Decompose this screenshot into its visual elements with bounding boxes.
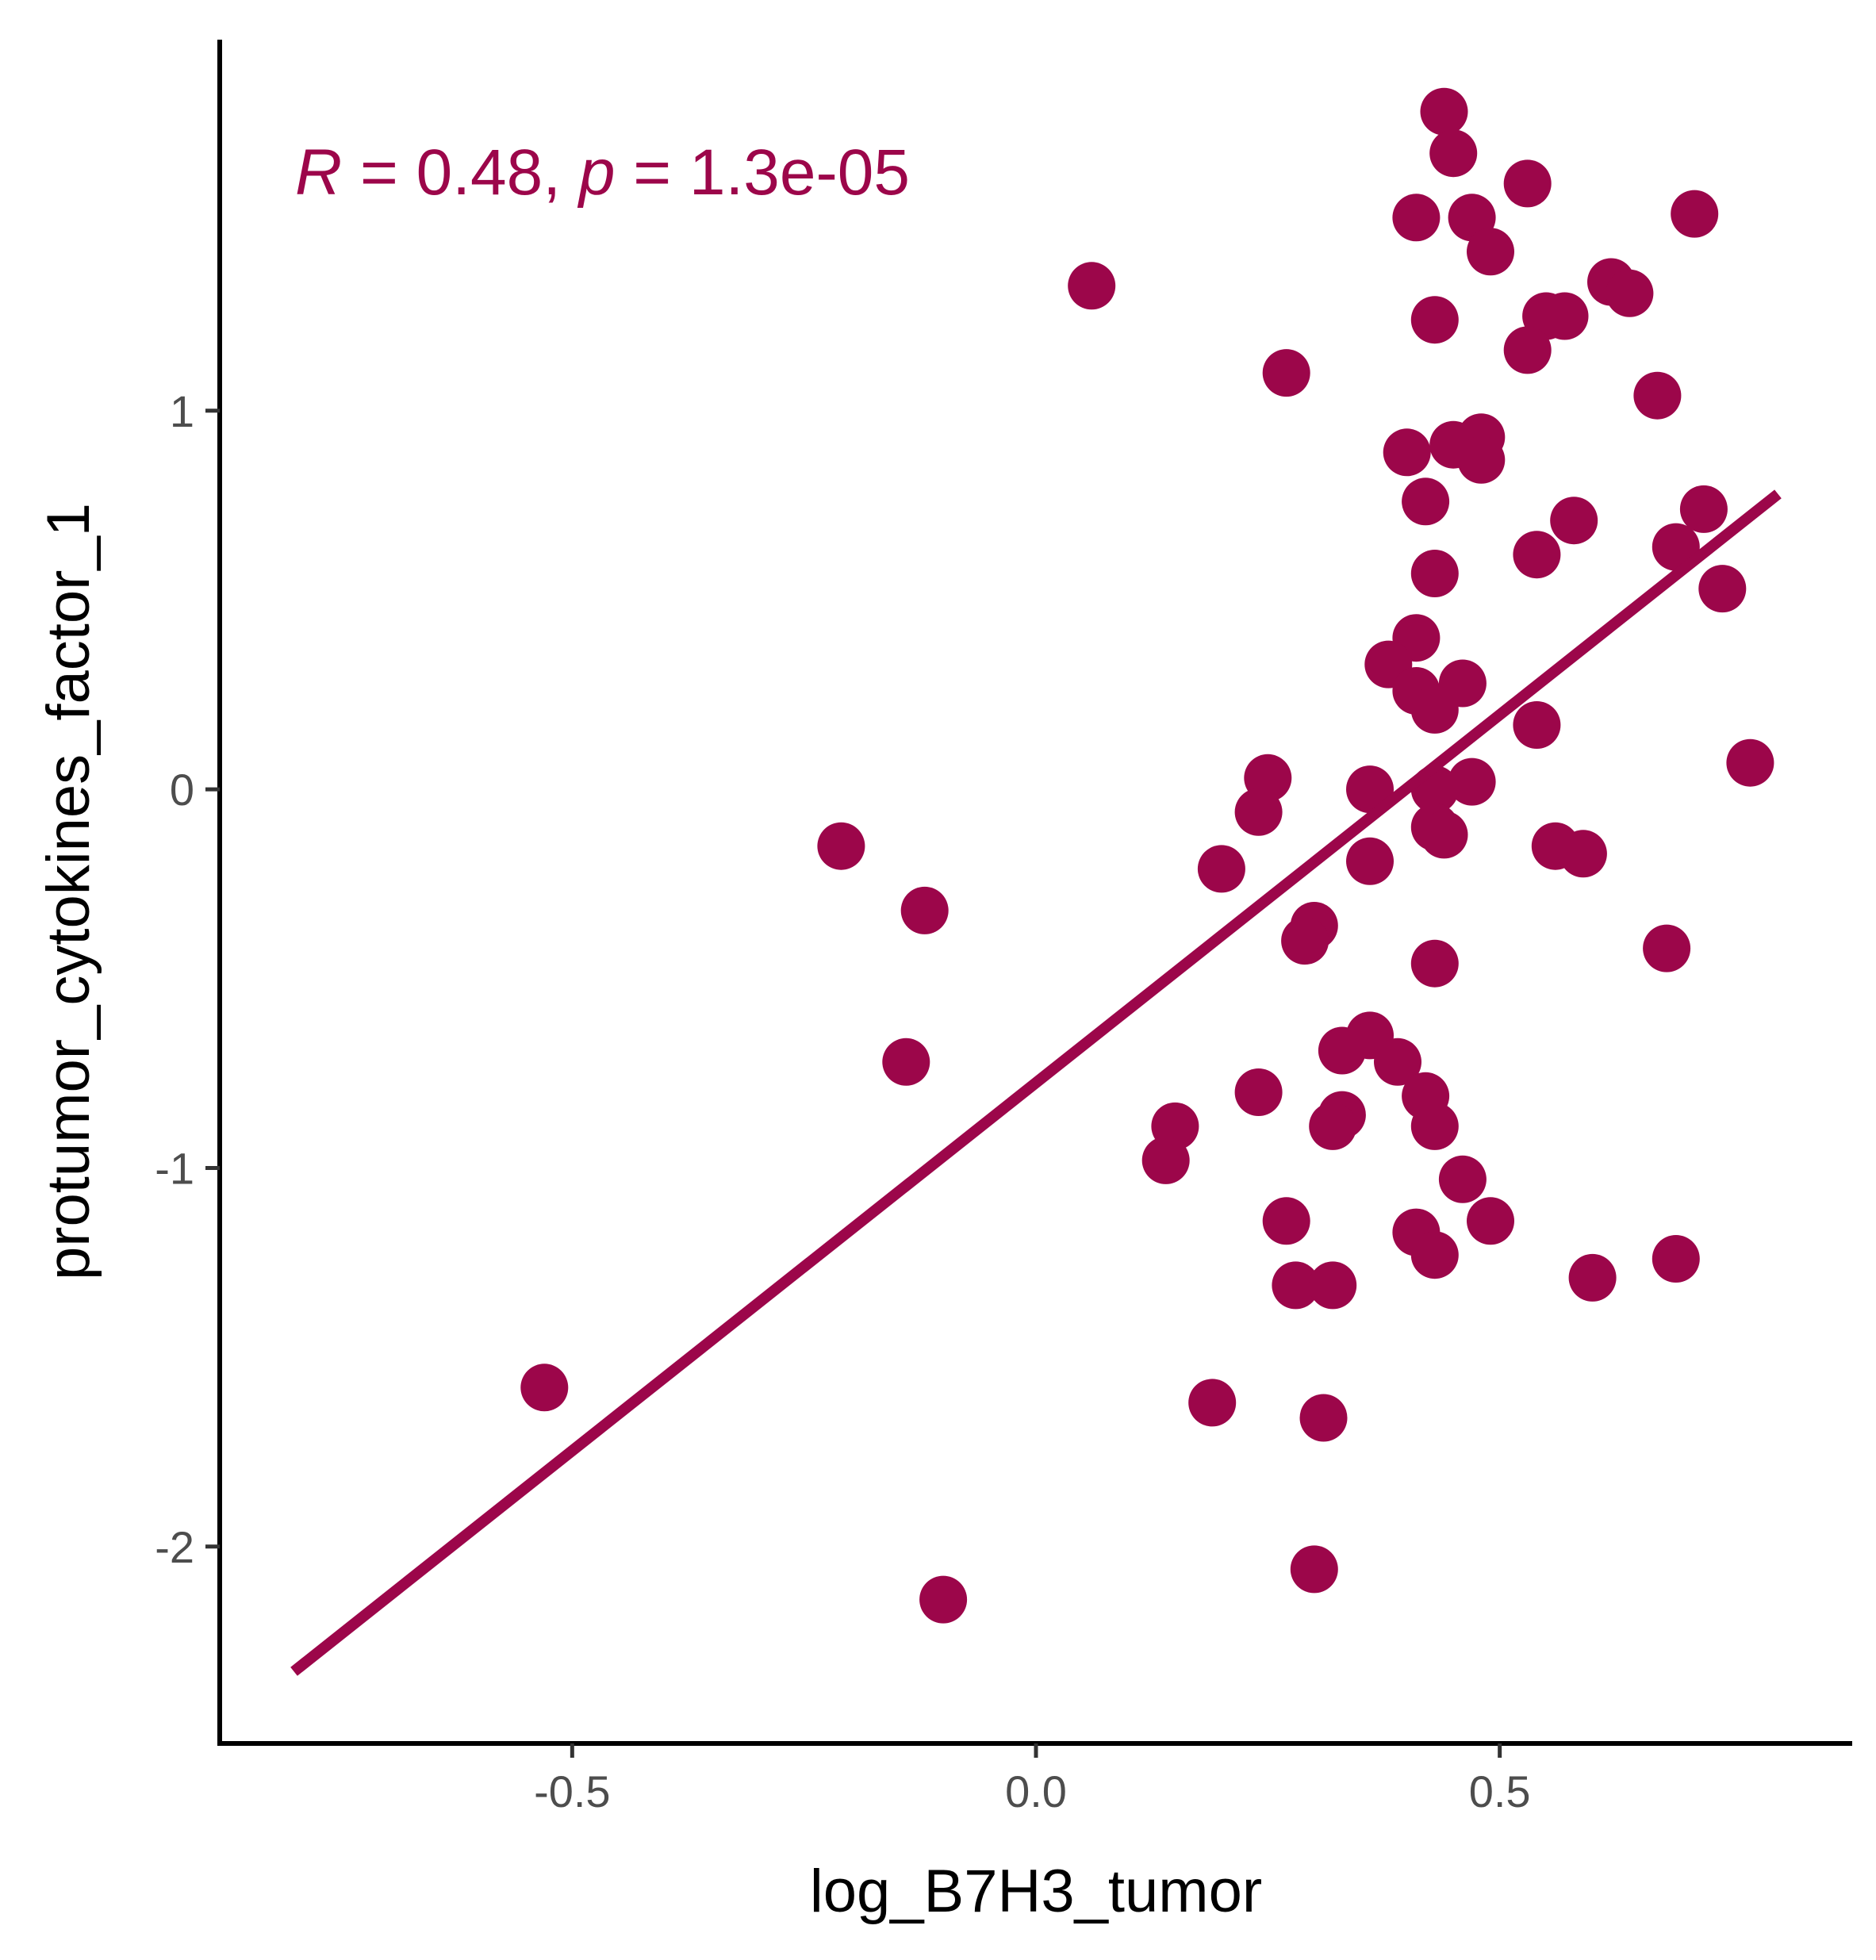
x-tick-label: 0.0 [1005, 1766, 1067, 1816]
data-point-59 [1309, 1102, 1357, 1150]
y-tick-label: -2 [155, 1522, 194, 1572]
data-point-6 [1671, 190, 1719, 238]
data-point-75 [1290, 1545, 1338, 1594]
y-tick-label: 1 [170, 386, 194, 436]
data-point-8 [1068, 262, 1116, 310]
data-point-2 [1429, 129, 1478, 178]
data-point-13 [1540, 292, 1589, 340]
y-tick-label: 0 [170, 765, 194, 815]
annotation-p-symbol: p [577, 136, 616, 209]
data-point-36 [1346, 765, 1394, 814]
data-point-76 [919, 1575, 968, 1624]
data-point-26 [1410, 550, 1459, 597]
data-point-21 [1402, 478, 1450, 526]
data-point-44 [1559, 830, 1607, 878]
x-axis-title: log_B7H3_tumor [810, 1858, 1262, 1925]
data-point-46 [1197, 845, 1245, 893]
data-point-27 [1698, 565, 1747, 613]
data-point-38 [1448, 758, 1496, 806]
correlation-annotation: R = 0.48, p = 1.3e-05 [295, 136, 910, 209]
data-point-49 [1281, 917, 1329, 965]
data-point-56 [1234, 1068, 1283, 1116]
data-point-71 [1568, 1253, 1617, 1302]
data-point-32 [1438, 659, 1487, 708]
regression-line [290, 489, 1782, 1676]
data-point-50 [1643, 924, 1691, 972]
data-point-15 [1262, 349, 1310, 397]
data-point-45 [1346, 837, 1394, 885]
annotation-r-symbol: R [295, 136, 342, 209]
data-point-72 [520, 1364, 569, 1412]
data-point-62 [1141, 1136, 1190, 1184]
data-point-74 [1299, 1394, 1348, 1442]
data-point-1 [1420, 87, 1468, 136]
data-point-47 [900, 886, 949, 934]
data-point-3 [1503, 159, 1552, 208]
data-point-69 [1272, 1261, 1320, 1310]
data-point-33 [1513, 701, 1561, 749]
x-tick-label: 0.5 [1469, 1766, 1531, 1816]
points-layer [520, 87, 1774, 1624]
data-point-63 [1438, 1155, 1487, 1203]
data-point-25 [1513, 531, 1561, 579]
data-point-51 [1410, 939, 1459, 988]
data-point-20 [1457, 435, 1506, 484]
x-axis-ticks: -0.5 0.0 0.5 [534, 1743, 1531, 1816]
data-point-41 [1420, 811, 1468, 859]
data-point-68 [1652, 1235, 1700, 1283]
data-point-70 [1309, 1261, 1357, 1310]
data-point-10 [1606, 269, 1654, 317]
data-point-67 [1410, 1231, 1459, 1279]
y-axis-ticks: -2 -1 0 1 [155, 386, 220, 1572]
data-point-60 [1410, 1102, 1459, 1150]
annotation-p-value: = 1.3e-05 [615, 136, 910, 209]
data-point-23 [1550, 497, 1598, 545]
y-tick-label: -1 [155, 1143, 194, 1193]
data-point-42 [817, 822, 865, 870]
data-point-4 [1392, 194, 1441, 242]
data-point-73 [1188, 1379, 1237, 1427]
x-tick-label: -0.5 [534, 1766, 611, 1816]
y-axis-title: protumor_cytokines_factor_1 [35, 503, 102, 1280]
data-point-53 [1374, 1038, 1421, 1086]
data-point-55 [882, 1038, 930, 1086]
data-point-64 [1262, 1197, 1310, 1245]
data-point-65 [1467, 1197, 1514, 1245]
data-point-11 [1410, 296, 1459, 344]
data-point-22 [1679, 485, 1728, 533]
data-point-39 [1234, 788, 1283, 836]
data-point-17 [1383, 428, 1431, 477]
data-point-14 [1503, 326, 1552, 374]
data-point-7 [1467, 228, 1514, 276]
data-point-54 [1318, 1026, 1366, 1075]
data-point-34 [1726, 738, 1774, 787]
data-point-16 [1633, 371, 1682, 420]
annotation-r-value: = 0.48, [342, 136, 579, 209]
